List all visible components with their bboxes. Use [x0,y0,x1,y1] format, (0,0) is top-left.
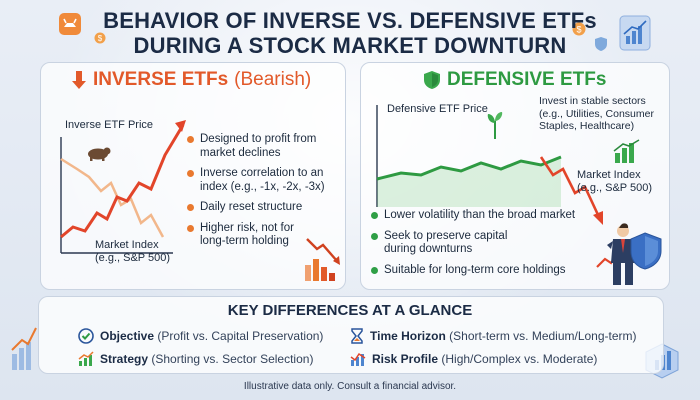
list-item: Higher risk, not for long-term holding [187,222,345,249]
inverse-chart [60,120,186,254]
bullet-text: during downturns [384,243,473,255]
defensive-price-line [376,155,562,181]
key-item-label: Risk Profile [372,352,439,366]
defensive-bullets: Lower volatility than the broad market S… [371,209,597,284]
down-arrow-icon [72,71,86,89]
growth-chart-icon [11,327,37,370]
inverse-market-index-label: Market Index (e.g., S&P 500) [95,239,170,265]
svg-text:$: $ [576,25,581,35]
key-item-objective: Objective (Profit vs. Capital Preservati… [78,328,323,344]
key-item-detail: (Shorting vs. Sector Selection) [151,352,314,366]
defensive-etf-price-label: Defensive ETF Price [387,103,488,115]
inverse-etf-heading: INVERSE ETFs (Bearish) [71,69,311,91]
key-item-time-horizon: Time Horizon (Short-term vs. Medium/Long… [350,328,637,344]
key-differences-title: KEY DIFFERENCES AT A GLANCE [227,302,473,319]
businessman-shield-icon [596,223,662,285]
shield-icon [424,71,440,89]
defensive-index-label-line-2: (e.g., S&P 500) [577,182,653,194]
green-bars-icon [613,139,640,163]
inverse-etf-panel: INVERSE ETFs (Bearish) Inverse ETF Price… [40,62,346,290]
inverse-up-arrowhead [175,120,186,132]
market-index-line [539,156,601,218]
check-circle-icon [78,328,94,344]
bear-icon [88,147,111,161]
bullet-text: market declines [200,146,281,159]
inverse-price-line [60,124,185,239]
list-item: Designed to profit from market declines [187,133,345,160]
bullet-dot [371,232,378,240]
key-item-label: Strategy [100,352,149,366]
inverse-etf-price-label: Inverse ETF Price [65,119,154,131]
bull-badge-icon [59,13,81,35]
falling-bars-icon [305,238,340,281]
bullet-text: Inverse correlation to an [200,167,324,179]
bullet-text: Suitable for long-term core holdings [384,263,566,276]
bullet-text: Daily reset structure [200,201,303,213]
page-title: BEHAVIOR OF INVERSE VS. DEFENSIVE ETFs D… [0,8,700,58]
sectors-label-line: Staples, Healthcare) [539,120,635,132]
list-item: Lower volatility than the broad market [371,209,597,223]
title-line-1: BEHAVIOR OF INVERSE VS. DEFENSIVE ETFs [103,8,597,33]
disclaimer-footer: Illustrative data only. Consult a financ… [243,381,457,392]
defensive-market-index-label: Market Index (e.g., S&P 500) [577,169,652,195]
dollar-coin-icon: $ [94,32,106,44]
defensive-heading-main: DEFENSIVE ETFs [447,69,607,90]
bullet-dot [187,170,194,177]
bullet-dot [371,212,378,219]
defensive-etf-panel: DEFENSIVE ETFs Defensive ETF Price Inves… [360,62,670,290]
key-item-label: Time Horizon [370,329,446,343]
list-item: Seek to preserve capital during downturns [371,230,597,257]
bullet-dot [187,204,194,211]
chart-trend-icon [350,352,366,366]
bullet-text: Designed to profit from [200,133,317,145]
market-index-line [60,157,165,238]
defensive-area-fill [377,157,561,207]
list-item: Inverse correlation to an index (e.g., -1… [187,167,345,194]
key-item-strategy: Strategy (Shorting vs. Sector Selection) [78,351,313,367]
inverse-heading-main: INVERSE ETFs [93,69,229,90]
sectors-label-line: Invest in stable sectors [539,95,646,107]
chart-screen-icon [619,15,651,51]
defensive-index-label-line-1: Market Index [577,169,641,181]
bullet-text: Seek to preserve capital [384,229,508,242]
key-item-detail: (Short-term vs. Medium/Long-term) [449,329,637,343]
bullet-dot [187,136,194,143]
svg-text:$: $ [98,34,103,43]
key-item-detail: (Profit vs. Capital Preservation) [157,329,324,343]
sprout-icon [487,112,503,139]
inverse-index-label-line-2: (e.g., S&P 500) [95,252,171,264]
bullet-dot [187,224,194,232]
index-down-arrowhead [593,211,603,225]
sectors-label: Invest in stable sectors (e.g., Utilitie… [539,95,654,133]
hourglass-icon [351,328,363,344]
sectors-label-line: (e.g., Utilities, Consumer [539,107,654,120]
inverse-index-label-line-1: Market Index [95,239,159,251]
list-item: Daily reset structure [187,201,345,215]
key-item-detail: (High/Complex vs. Moderate) [441,352,598,366]
title-line-2: DURING A STOCK MARKET DOWNTURN [133,33,567,58]
list-item: Suitable for long-term core holdings [371,264,597,278]
inverse-heading-sub: (Bearish) [234,69,312,90]
shield-badge-icon [595,37,607,51]
defensive-chart [376,105,603,225]
bullet-text: long-term holding [200,235,289,247]
key-item-label: Objective [100,329,155,343]
bullet-text: index (e.g., -1x, -2x, -3x) [200,180,325,193]
inverse-bullets: Designed to profit from market declines I… [187,133,345,256]
chart-arrow-icon [78,351,94,366]
key-item-risk-profile: Risk Profile (High/Complex vs. Moderate) [350,351,597,367]
dollar-coin-icon: $ [572,22,586,36]
bullet-dot [371,266,378,274]
bullet-text: Higher risk, not for [200,221,294,234]
defensive-etf-heading: DEFENSIVE ETFs [423,69,606,91]
bullet-text: Lower volatility than the broad market [384,209,576,221]
